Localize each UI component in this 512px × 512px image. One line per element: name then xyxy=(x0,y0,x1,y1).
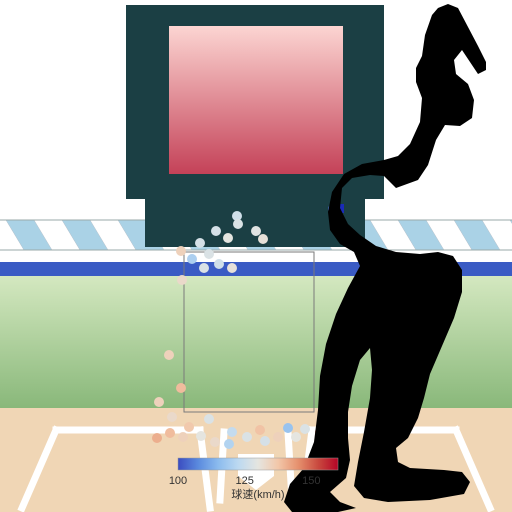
colorbar-tick: 125 xyxy=(235,475,253,487)
pitch-dot xyxy=(164,350,174,360)
pitch-dot xyxy=(214,259,224,269)
pitch-dot xyxy=(176,246,186,256)
pitch-dot xyxy=(300,424,310,434)
colorbar-label: 球速(km/h) xyxy=(231,487,284,501)
pitch-dot xyxy=(196,431,206,441)
pitch-dot xyxy=(227,263,237,273)
pitch-dot xyxy=(199,263,209,273)
colorbar-tick: 150 xyxy=(302,475,320,487)
pitch-dot xyxy=(291,432,301,442)
pitch-dot xyxy=(258,234,268,244)
pitch-dot xyxy=(242,432,252,442)
pitch-dot xyxy=(283,423,293,433)
pitch-dot xyxy=(187,254,197,264)
pitch-dot xyxy=(165,428,175,438)
pitch-dot xyxy=(211,226,221,236)
pitch-dot xyxy=(273,432,283,442)
pitch-location-chart: 100 125 150 球速(km/h) xyxy=(0,0,512,512)
pitch-dot xyxy=(204,249,214,259)
pitch-dot xyxy=(152,433,162,443)
pitch-dot xyxy=(204,414,214,424)
pitch-dot xyxy=(233,219,243,229)
pitch-dot xyxy=(227,427,237,437)
pitch-dot xyxy=(260,436,270,446)
pitch-dot xyxy=(210,437,220,447)
pitch-dot xyxy=(177,275,187,285)
colorbar-tick: 100 xyxy=(169,475,187,487)
pitch-dot xyxy=(223,233,233,243)
pitch-dot xyxy=(255,425,265,435)
pitch-dot xyxy=(167,412,177,422)
pitch-dot xyxy=(184,422,194,432)
colorbar xyxy=(178,458,338,470)
pitch-dot xyxy=(195,238,205,248)
pitch-dot xyxy=(176,383,186,393)
pitch-dot xyxy=(251,226,261,236)
pitch-dot xyxy=(178,432,188,442)
pitch-dot xyxy=(224,439,234,449)
pitch-dot xyxy=(154,397,164,407)
